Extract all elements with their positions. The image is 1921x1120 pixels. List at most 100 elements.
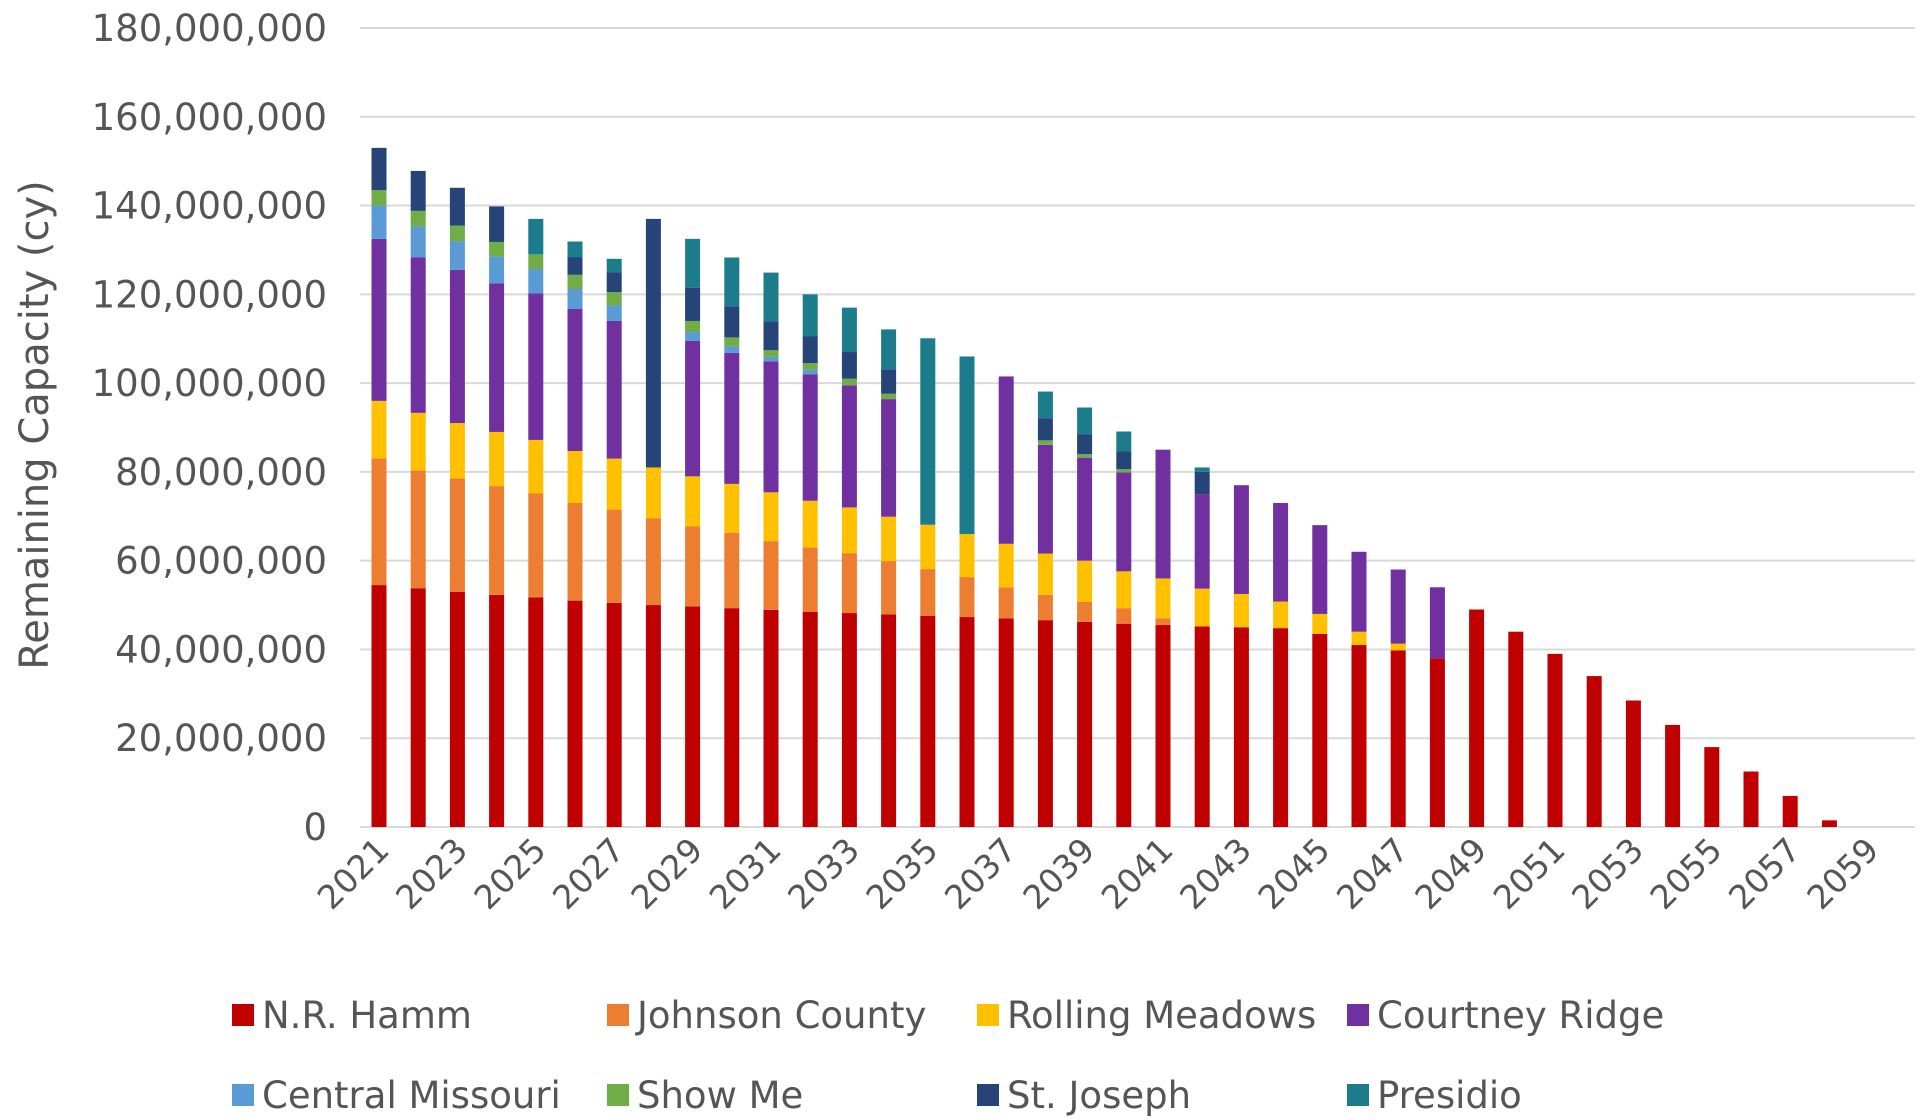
bar-segment [1665,724,1681,827]
bar-segment [685,340,701,477]
bar-segment [1194,588,1210,627]
legend-item: Rolling Meadows [977,990,1347,1040]
bar-segment [724,337,740,347]
bar-segment [685,287,701,321]
bar-segment [489,206,505,242]
bar-segment [724,532,740,609]
bar-segment [489,431,505,487]
bar-segment [528,293,544,440]
x-tick-label: 2055 [1642,830,1729,917]
bar-segment [449,269,465,424]
bar-segment [1077,560,1093,602]
bar-segment [1077,601,1093,622]
stacked-bar-chart: 180,000,000 160,000,000 140,000,000 120,000… [12,7,1915,917]
bar-segment [606,602,622,827]
x-tick-label: 2059 [1799,830,1886,917]
bar-segment [724,483,740,533]
x-tick-label: 2039 [1015,830,1102,917]
bar-segment [410,257,426,413]
bar-segment [1429,587,1445,659]
legend-swatch [1347,1084,1369,1106]
bar-segment [1194,626,1210,827]
bar-segment [1037,444,1053,554]
bar-segment [567,451,583,503]
bar-segment [1037,553,1053,595]
bar-segment [1625,700,1641,827]
bar-segment [489,256,505,284]
bar-segment [959,534,975,578]
bar-segment [1077,454,1093,458]
bar-segment [1351,551,1367,632]
bar-segment [1194,494,1210,589]
legend: N.R. Hamm Johnson County Rolling Meadows Co… [232,990,1732,1120]
x-tick-label: 2037 [937,830,1024,917]
bar-segment [489,486,505,595]
legend-label: Show Me [637,1073,804,1117]
bar-segment [1116,431,1132,452]
bar-segment [763,492,779,542]
bar-segment [371,458,387,586]
y-tick-label: 160,000,000 [92,96,327,139]
bar-segment [371,400,387,459]
legend-item: Show Me [607,1070,977,1120]
y-tick-label: 120,000,000 [92,273,327,316]
bar-segment [1037,418,1053,441]
bar-segment [998,618,1014,827]
x-tick-label: 2031 [702,830,789,917]
bar-segment [685,332,701,341]
bar-segment [371,205,387,239]
legend-label: Presidio [1377,1073,1522,1117]
bar-segment [920,569,936,616]
bar-segment [449,591,465,827]
bars [371,147,1837,827]
bar-segment [449,225,465,242]
legend-swatch [607,1084,629,1106]
bar-segment [410,210,426,227]
bar-segment [489,594,505,827]
y-tick-label: 140,000,000 [92,185,327,228]
bar-segment [724,608,740,827]
bar-segment [1743,771,1759,827]
bar-segment [920,338,936,525]
bar-segment [567,308,583,452]
bar-segment [606,272,622,293]
bar-segment [881,369,897,394]
bar-segment [685,526,701,607]
bar-segment [606,292,622,306]
x-tick-label: 2057 [1721,830,1808,917]
legend-label: N.R. Hamm [262,993,472,1037]
bar-segment [724,346,740,353]
x-tick-label: 2025 [466,830,553,917]
bar-segment [841,385,857,508]
bar-segment [528,597,544,827]
bar-segment [802,547,818,612]
bar-segment [1390,643,1406,651]
x-tick-label: 2027 [545,830,632,917]
y-tick-label: 180,000,000 [92,7,327,50]
x-axis-ticks: 2021202320252027202920312033203520372039… [310,830,1887,917]
bar-segment [881,329,897,370]
bar-segment [802,294,818,337]
bar-segment [645,218,661,468]
bar-segment [371,585,387,827]
legend-item: St. Joseph [977,1070,1347,1120]
bar-segment [1233,627,1249,827]
bar-segment [1037,440,1053,445]
bar-segment [881,393,897,400]
bar-segment [724,352,740,484]
legend-label: Central Missouri [262,1073,561,1117]
bar-segment [606,320,622,459]
bar-segment [1194,471,1210,495]
bar-segment [802,374,818,501]
bar-segment [1037,391,1053,419]
bar-segment [959,577,975,618]
bar-segment [567,241,583,258]
bar-segment [841,553,857,614]
bar-segment [841,378,857,386]
legend-item: Presidio [1347,1070,1727,1120]
bar-segment [1077,457,1093,561]
bar-segment [1116,469,1132,473]
bar-segment [1273,502,1289,602]
y-tick-label: 60,000,000 [115,540,327,583]
bar-segment [1508,631,1524,827]
